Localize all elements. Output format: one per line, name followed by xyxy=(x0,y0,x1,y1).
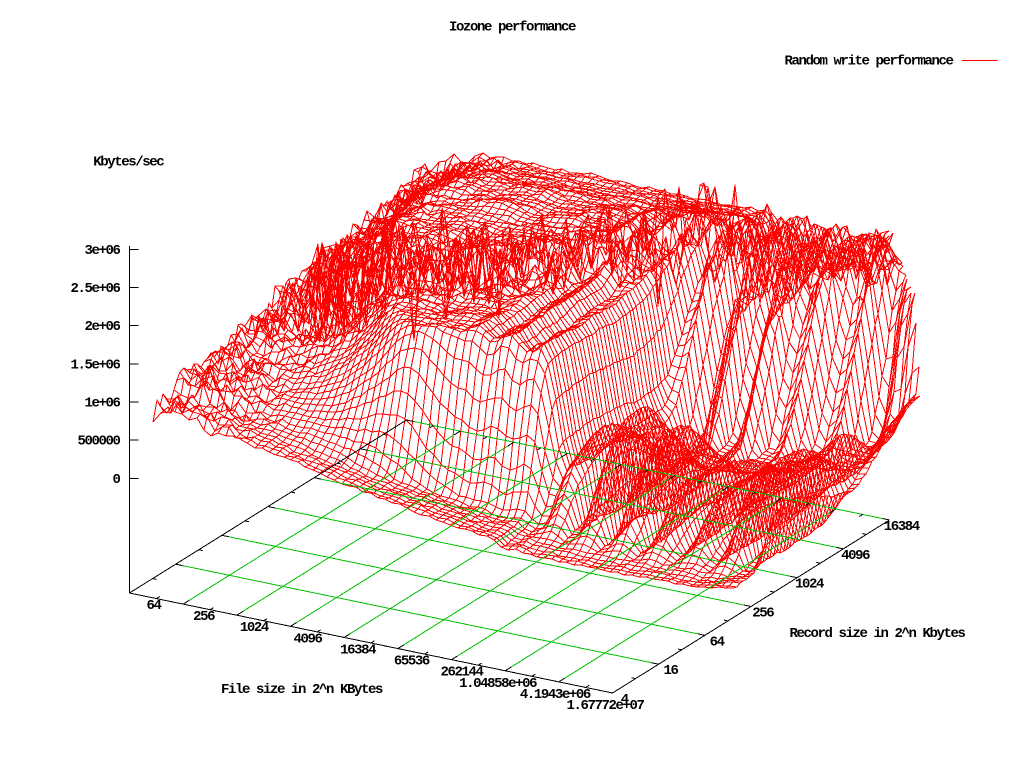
svg-text:1024: 1024 xyxy=(240,620,269,636)
svg-text:File size in 2^n KBytes: File size in 2^n KBytes xyxy=(221,682,383,698)
svg-text:64: 64 xyxy=(710,634,725,650)
svg-text:16: 16 xyxy=(663,663,678,679)
svg-text:4: 4 xyxy=(621,692,629,708)
svg-text:Kbytes/sec: Kbytes/sec xyxy=(93,154,164,170)
svg-text:0: 0 xyxy=(112,472,120,488)
svg-text:65536: 65536 xyxy=(394,654,430,670)
svg-text:Record size in 2^n Kbytes: Record size in 2^n Kbytes xyxy=(789,626,965,642)
svg-text:262144: 262144 xyxy=(440,665,483,681)
svg-text:4.1943e+06: 4.1943e+06 xyxy=(520,687,591,703)
svg-text:500000: 500000 xyxy=(77,434,120,450)
svg-text:Iozone performance: Iozone performance xyxy=(449,20,576,36)
svg-text:2.5e+06: 2.5e+06 xyxy=(70,281,120,297)
svg-text:3e+06: 3e+06 xyxy=(84,243,120,259)
svg-text:1e+06: 1e+06 xyxy=(84,396,120,412)
svg-text:16384: 16384 xyxy=(340,642,376,658)
svg-text:2e+06: 2e+06 xyxy=(84,319,120,335)
svg-text:4096: 4096 xyxy=(293,631,322,647)
svg-text:256: 256 xyxy=(193,609,215,625)
svg-text:1024: 1024 xyxy=(795,577,824,593)
svg-text:256: 256 xyxy=(752,606,774,622)
svg-text:16384: 16384 xyxy=(884,519,920,535)
svg-text:1.67772e+07: 1.67772e+07 xyxy=(566,698,644,714)
svg-text:1.04858e+06: 1.04858e+06 xyxy=(459,676,537,692)
svg-text:4096: 4096 xyxy=(841,548,870,564)
svg-text:1.5e+06: 1.5e+06 xyxy=(70,357,120,373)
svg-text:Random write performance: Random write performance xyxy=(784,54,953,70)
svg-text:64: 64 xyxy=(146,598,161,614)
